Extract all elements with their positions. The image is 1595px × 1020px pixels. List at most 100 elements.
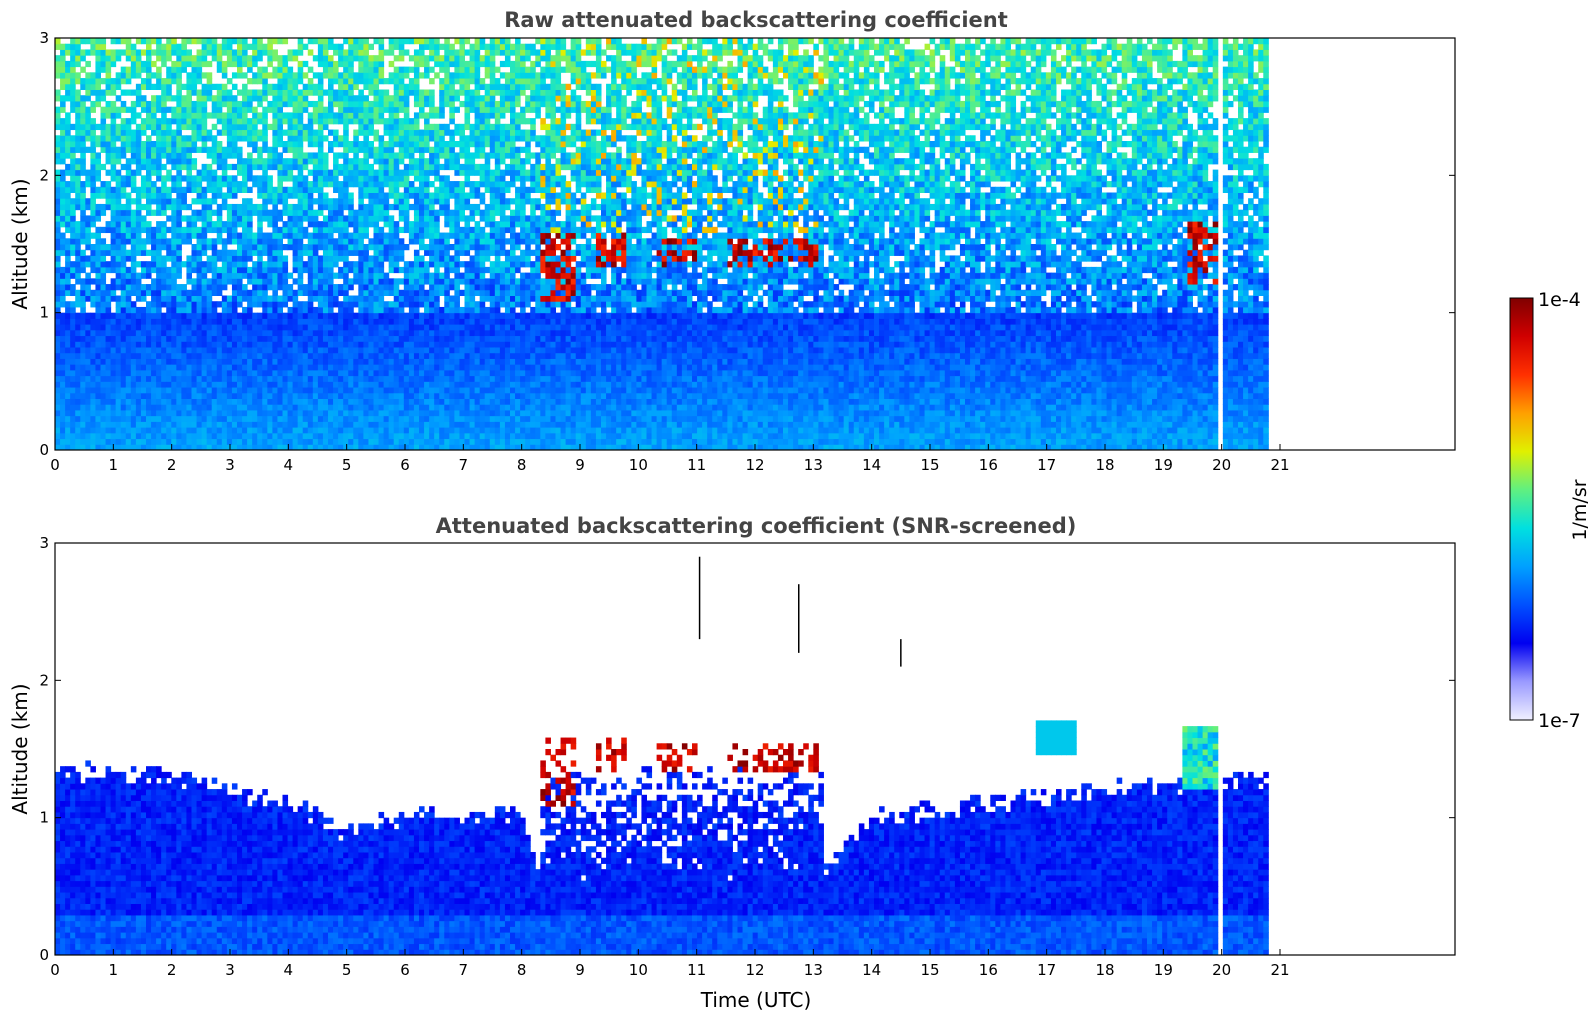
heatmap-cell <box>368 444 374 451</box>
heatmap-cell <box>55 152 61 159</box>
heatmap-cell <box>358 198 364 205</box>
heatmap-cell <box>322 135 329 142</box>
heatmap-cell <box>403 169 410 176</box>
heatmap-cell <box>292 409 299 417</box>
heatmap-cell <box>201 72 208 79</box>
heatmap-cell <box>439 181 445 188</box>
heatmap-cell <box>282 100 289 108</box>
heatmap-cell <box>206 135 213 142</box>
heatmap-cell <box>95 369 101 377</box>
heatmap-cell <box>297 141 304 148</box>
heatmap-cell <box>186 392 192 399</box>
heatmap-cell <box>368 341 374 348</box>
heatmap-cell <box>398 226 405 234</box>
heatmap-cell <box>191 375 198 382</box>
heatmap-cell <box>216 106 223 113</box>
heatmap-cell <box>110 100 117 108</box>
heatmap-cell <box>322 49 329 56</box>
heatmap-cell <box>434 186 440 193</box>
heatmap-cell <box>262 404 268 411</box>
heatmap-cell <box>125 301 132 308</box>
heatmap-cell <box>95 387 101 394</box>
heatmap-cell <box>156 123 162 131</box>
heatmap-cell <box>267 347 273 354</box>
heatmap-cell <box>105 83 112 90</box>
heatmap-cell <box>135 123 142 131</box>
heatmap-cell <box>307 192 314 199</box>
heatmap-cell <box>186 100 192 108</box>
heatmap-cell <box>312 427 319 434</box>
heatmap-cell <box>115 215 122 222</box>
heatmap-cell <box>231 192 238 199</box>
heatmap-cell <box>65 215 71 222</box>
heatmap-cell <box>373 398 380 405</box>
heatmap-cell <box>393 324 400 331</box>
heatmap-cell <box>398 249 405 256</box>
heatmap-cell <box>257 244 263 251</box>
heatmap-cell <box>196 318 203 325</box>
heatmap-cell <box>95 43 101 50</box>
heatmap-cell <box>206 181 213 188</box>
heatmap-cell <box>449 415 455 422</box>
heatmap-cell <box>105 78 112 85</box>
heatmap-cell <box>358 301 364 308</box>
heatmap-cell <box>156 347 162 354</box>
heatmap-cell <box>312 444 319 451</box>
heatmap-cell <box>267 215 273 222</box>
heatmap-cell <box>403 369 410 377</box>
heatmap-cell <box>434 141 440 148</box>
heatmap-cell <box>398 43 405 50</box>
heatmap-cell <box>449 369 455 377</box>
heatmap-cell <box>176 249 182 256</box>
heatmap-cell <box>312 364 319 371</box>
heatmap-cell <box>216 66 223 73</box>
heatmap-cell <box>247 141 253 148</box>
heatmap-cell <box>211 289 218 296</box>
heatmap-cell <box>429 352 435 359</box>
heatmap-cell <box>383 238 390 245</box>
heatmap-cell <box>166 266 172 274</box>
heatmap-cell <box>317 387 324 394</box>
heatmap-cell <box>231 181 238 188</box>
heatmap-cell <box>105 106 112 113</box>
heatmap-cell <box>171 78 177 85</box>
heatmap-cell <box>297 232 304 239</box>
heatmap-cell <box>388 38 395 45</box>
heatmap-cell <box>231 38 238 45</box>
heatmap-cell <box>186 55 192 62</box>
heatmap-cell <box>211 186 218 193</box>
heatmap-cell <box>146 60 152 68</box>
heatmap-cell <box>444 381 450 388</box>
heatmap-cell <box>191 358 198 365</box>
heatmap-cell <box>378 106 385 113</box>
heatmap-cell <box>161 427 167 434</box>
heatmap-cell <box>424 415 430 422</box>
heatmap-cell <box>322 152 329 159</box>
heatmap-cell <box>363 409 369 417</box>
heatmap-cell <box>368 175 374 182</box>
heatmap-cell <box>292 249 299 256</box>
heatmap-cell <box>166 249 172 256</box>
heatmap-cell <box>449 358 455 365</box>
heatmap-cell <box>252 158 258 165</box>
heatmap-cell <box>373 146 380 153</box>
heatmap-cell <box>191 215 198 222</box>
heatmap-cell <box>216 381 223 388</box>
heatmap-cell <box>403 175 410 182</box>
heatmap-cell <box>247 232 253 239</box>
heatmap-cell <box>393 141 400 148</box>
heatmap-cell <box>110 215 117 222</box>
heatmap-cell <box>358 278 364 285</box>
heatmap-cell <box>247 347 253 354</box>
heatmap-cell <box>151 232 157 239</box>
heatmap-cell <box>403 329 410 337</box>
heatmap-cell <box>449 181 455 188</box>
heatmap-cell <box>297 129 304 136</box>
heatmap-cell <box>171 198 177 205</box>
heatmap-cell <box>358 226 364 234</box>
heatmap-cell <box>408 284 415 291</box>
heatmap-cell <box>424 421 430 428</box>
heatmap-cell <box>408 358 415 365</box>
heatmap-cell <box>125 266 132 274</box>
